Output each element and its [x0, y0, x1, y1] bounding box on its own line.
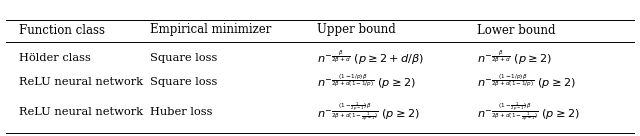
Text: $n^{-\frac{\beta}{2\beta+d}}$ $(p \geq 2)$: $n^{-\frac{\beta}{2\beta+d}}$ $(p \geq 2…	[477, 49, 552, 67]
Text: ReLU neural network: ReLU neural network	[19, 107, 143, 117]
Text: $n^{-\frac{(1-1/p)\beta}{2\beta+d(1-1/p)}}$ $(p \geq 2)$: $n^{-\frac{(1-1/p)\beta}{2\beta+d(1-1/p)…	[317, 73, 415, 91]
Text: ReLU neural network: ReLU neural network	[19, 77, 143, 87]
Text: Square loss: Square loss	[150, 53, 218, 63]
Text: $n^{-\frac{(1-\frac{1}{2p-1})\beta}{2\beta+d(1-\frac{1}{2p-1})}}$ $(p \geq 2)$: $n^{-\frac{(1-\frac{1}{2p-1})\beta}{2\be…	[317, 100, 420, 124]
Text: $n^{-\frac{\beta}{2\beta+d}}$ $(p \geq 2 + d/\beta)$: $n^{-\frac{\beta}{2\beta+d}}$ $(p \geq 2…	[317, 49, 424, 67]
Text: Hölder class: Hölder class	[19, 53, 91, 63]
Text: Function class: Function class	[19, 24, 105, 36]
Text: Huber loss: Huber loss	[150, 107, 213, 117]
Text: Lower bound: Lower bound	[477, 24, 556, 36]
Text: Empirical minimizer: Empirical minimizer	[150, 24, 272, 36]
Text: $n^{-\frac{(1-\frac{1}{2p-1})\beta}{2\beta+d(1-\frac{1}{2p-1})}}$ $(p \geq 2)$: $n^{-\frac{(1-\frac{1}{2p-1})\beta}{2\be…	[477, 100, 580, 124]
Text: Square loss: Square loss	[150, 77, 218, 87]
Text: Upper bound: Upper bound	[317, 24, 396, 36]
Text: $n^{-\frac{(1-1/p)\beta}{2\beta+d(1-1/p)}}$ $(p \geq 2)$: $n^{-\frac{(1-1/p)\beta}{2\beta+d(1-1/p)…	[477, 73, 575, 91]
